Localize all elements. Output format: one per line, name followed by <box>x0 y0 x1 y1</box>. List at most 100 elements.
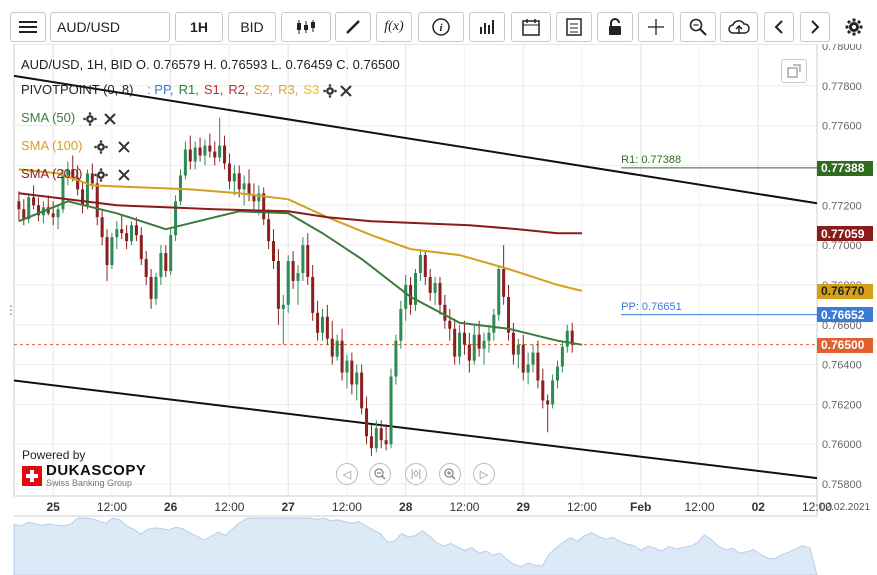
close-icon[interactable] <box>340 84 353 97</box>
candle-bear <box>125 233 129 242</box>
brand-subtitle: Swiss Banking Group <box>46 478 133 488</box>
candle-bear <box>379 428 383 441</box>
draw-button[interactable] <box>335 12 371 42</box>
expand-button[interactable] <box>781 59 807 83</box>
candle-bear <box>149 276 153 299</box>
dukascopy-logo: Powered by DUKASCOPY Swiss Banking Group <box>22 448 146 488</box>
candle-bear <box>71 169 75 178</box>
gear-icon[interactable] <box>323 83 337 98</box>
candle-bull <box>355 372 359 385</box>
candle-bear <box>213 151 217 158</box>
date-stamp: 02.02.2021 <box>820 502 871 513</box>
zoom-button[interactable] <box>680 12 716 42</box>
scroll-left-button[interactable] <box>764 12 794 42</box>
candle-bear <box>467 344 471 361</box>
candle-bear <box>76 177 80 190</box>
nav-back-button[interactable]: ◁ <box>336 463 358 485</box>
candle-bull <box>560 346 564 367</box>
candle-bull <box>129 225 134 242</box>
triangle-right-icon: ▷ <box>479 468 489 481</box>
calendar-button[interactable] <box>511 12 551 42</box>
price-channel <box>13 74 818 480</box>
overview-navigator[interactable] <box>13 517 818 575</box>
candle-bull <box>154 276 158 299</box>
close-icon[interactable] <box>117 140 130 153</box>
price-tick-label: 0.76600 <box>822 320 862 332</box>
candle-type-icon <box>297 20 315 34</box>
zoom-in-icon <box>444 468 456 480</box>
price-side-button[interactable]: BID <box>228 12 276 42</box>
candle-bull <box>296 272 300 281</box>
candle-bull <box>320 316 324 333</box>
candle-bull <box>218 145 222 158</box>
time-tick-label: 25 <box>46 500 60 514</box>
price-tag: 0.77059 <box>817 226 873 242</box>
settings-button[interactable] <box>838 12 870 42</box>
candle-type-button[interactable] <box>281 12 331 42</box>
panel-resize-handle: ⋮ <box>5 303 17 317</box>
scroll-right-button[interactable] <box>800 12 830 42</box>
candle-bear <box>477 334 481 349</box>
time-tick-label: 12:00 <box>567 500 597 514</box>
candle-bull <box>169 235 173 271</box>
pivot-item-1: R1, <box>178 82 199 97</box>
time-tick-label: 27 <box>282 500 296 514</box>
candle-bear <box>311 276 315 313</box>
candle-bull <box>335 340 339 357</box>
candle-bull <box>555 366 560 381</box>
upload-button[interactable] <box>720 12 758 42</box>
candle-bear <box>316 312 320 333</box>
price-tick-label: 0.77600 <box>822 121 862 133</box>
candle-bull <box>345 360 349 373</box>
sma50-label: SMA (50) <box>21 110 76 125</box>
candle-bear <box>453 328 457 357</box>
sheet-button[interactable] <box>556 12 592 42</box>
candle-bull <box>193 147 197 162</box>
pivot-item-4: S2, <box>253 82 274 97</box>
candles <box>17 117 574 457</box>
pivot-label: PIVOTPOINT (0, 8) <box>21 82 134 97</box>
volume-bars-button[interactable] <box>469 12 505 42</box>
candle-bear <box>208 145 212 152</box>
candle-bear <box>144 259 148 277</box>
candle-bear <box>134 225 138 236</box>
nav-zoom-out-button[interactable] <box>369 463 391 485</box>
expand-icon <box>787 64 801 78</box>
zoom-icon <box>689 18 707 36</box>
draw-icon <box>346 20 360 34</box>
sma200-line <box>18 192 582 235</box>
symbol-selector[interactable]: AUD/USD <box>50 12 170 42</box>
candle-bear <box>340 340 344 373</box>
candle-bull <box>56 209 60 218</box>
nav-forward-button[interactable]: ▷ <box>473 463 495 485</box>
close-icon[interactable] <box>117 168 130 181</box>
candle-bear <box>139 235 143 260</box>
gear-icon[interactable] <box>94 167 108 182</box>
candle-bull <box>183 149 187 176</box>
info-icon: i <box>432 18 450 36</box>
price-chart[interactable]: ⋮ 0.780000.778000.776000.774000.772000.7… <box>0 44 877 575</box>
lock-button[interactable] <box>597 12 633 42</box>
gear-icon[interactable] <box>83 111 97 126</box>
info-button[interactable]: i <box>418 12 464 42</box>
r1-line-label: R1: 0.77388 <box>621 153 682 166</box>
reset-view-icon: |◊| <box>410 468 422 480</box>
timeframe-button[interactable]: 1H <box>175 12 223 42</box>
nav-reset-button[interactable]: |◊| <box>405 463 427 485</box>
candle-bear <box>306 245 310 277</box>
close-icon[interactable] <box>104 112 117 125</box>
gear-icon[interactable] <box>94 139 108 154</box>
candle-bear <box>369 436 373 449</box>
right-arrow-icon <box>811 20 820 34</box>
crosshair-button[interactable] <box>638 12 674 42</box>
price-tick-label: 0.77800 <box>822 81 862 93</box>
nav-zoom-in-button[interactable] <box>439 463 461 485</box>
menu-button[interactable] <box>10 12 46 42</box>
candle-bear <box>365 408 369 437</box>
upload-cloud-icon <box>728 20 750 34</box>
price-tick-label: 0.78000 <box>822 44 862 53</box>
swiss-cross-icon <box>22 466 42 486</box>
candle-bear <box>188 149 192 162</box>
function-button[interactable]: f(x) <box>376 12 412 42</box>
candle-bull <box>531 352 535 365</box>
